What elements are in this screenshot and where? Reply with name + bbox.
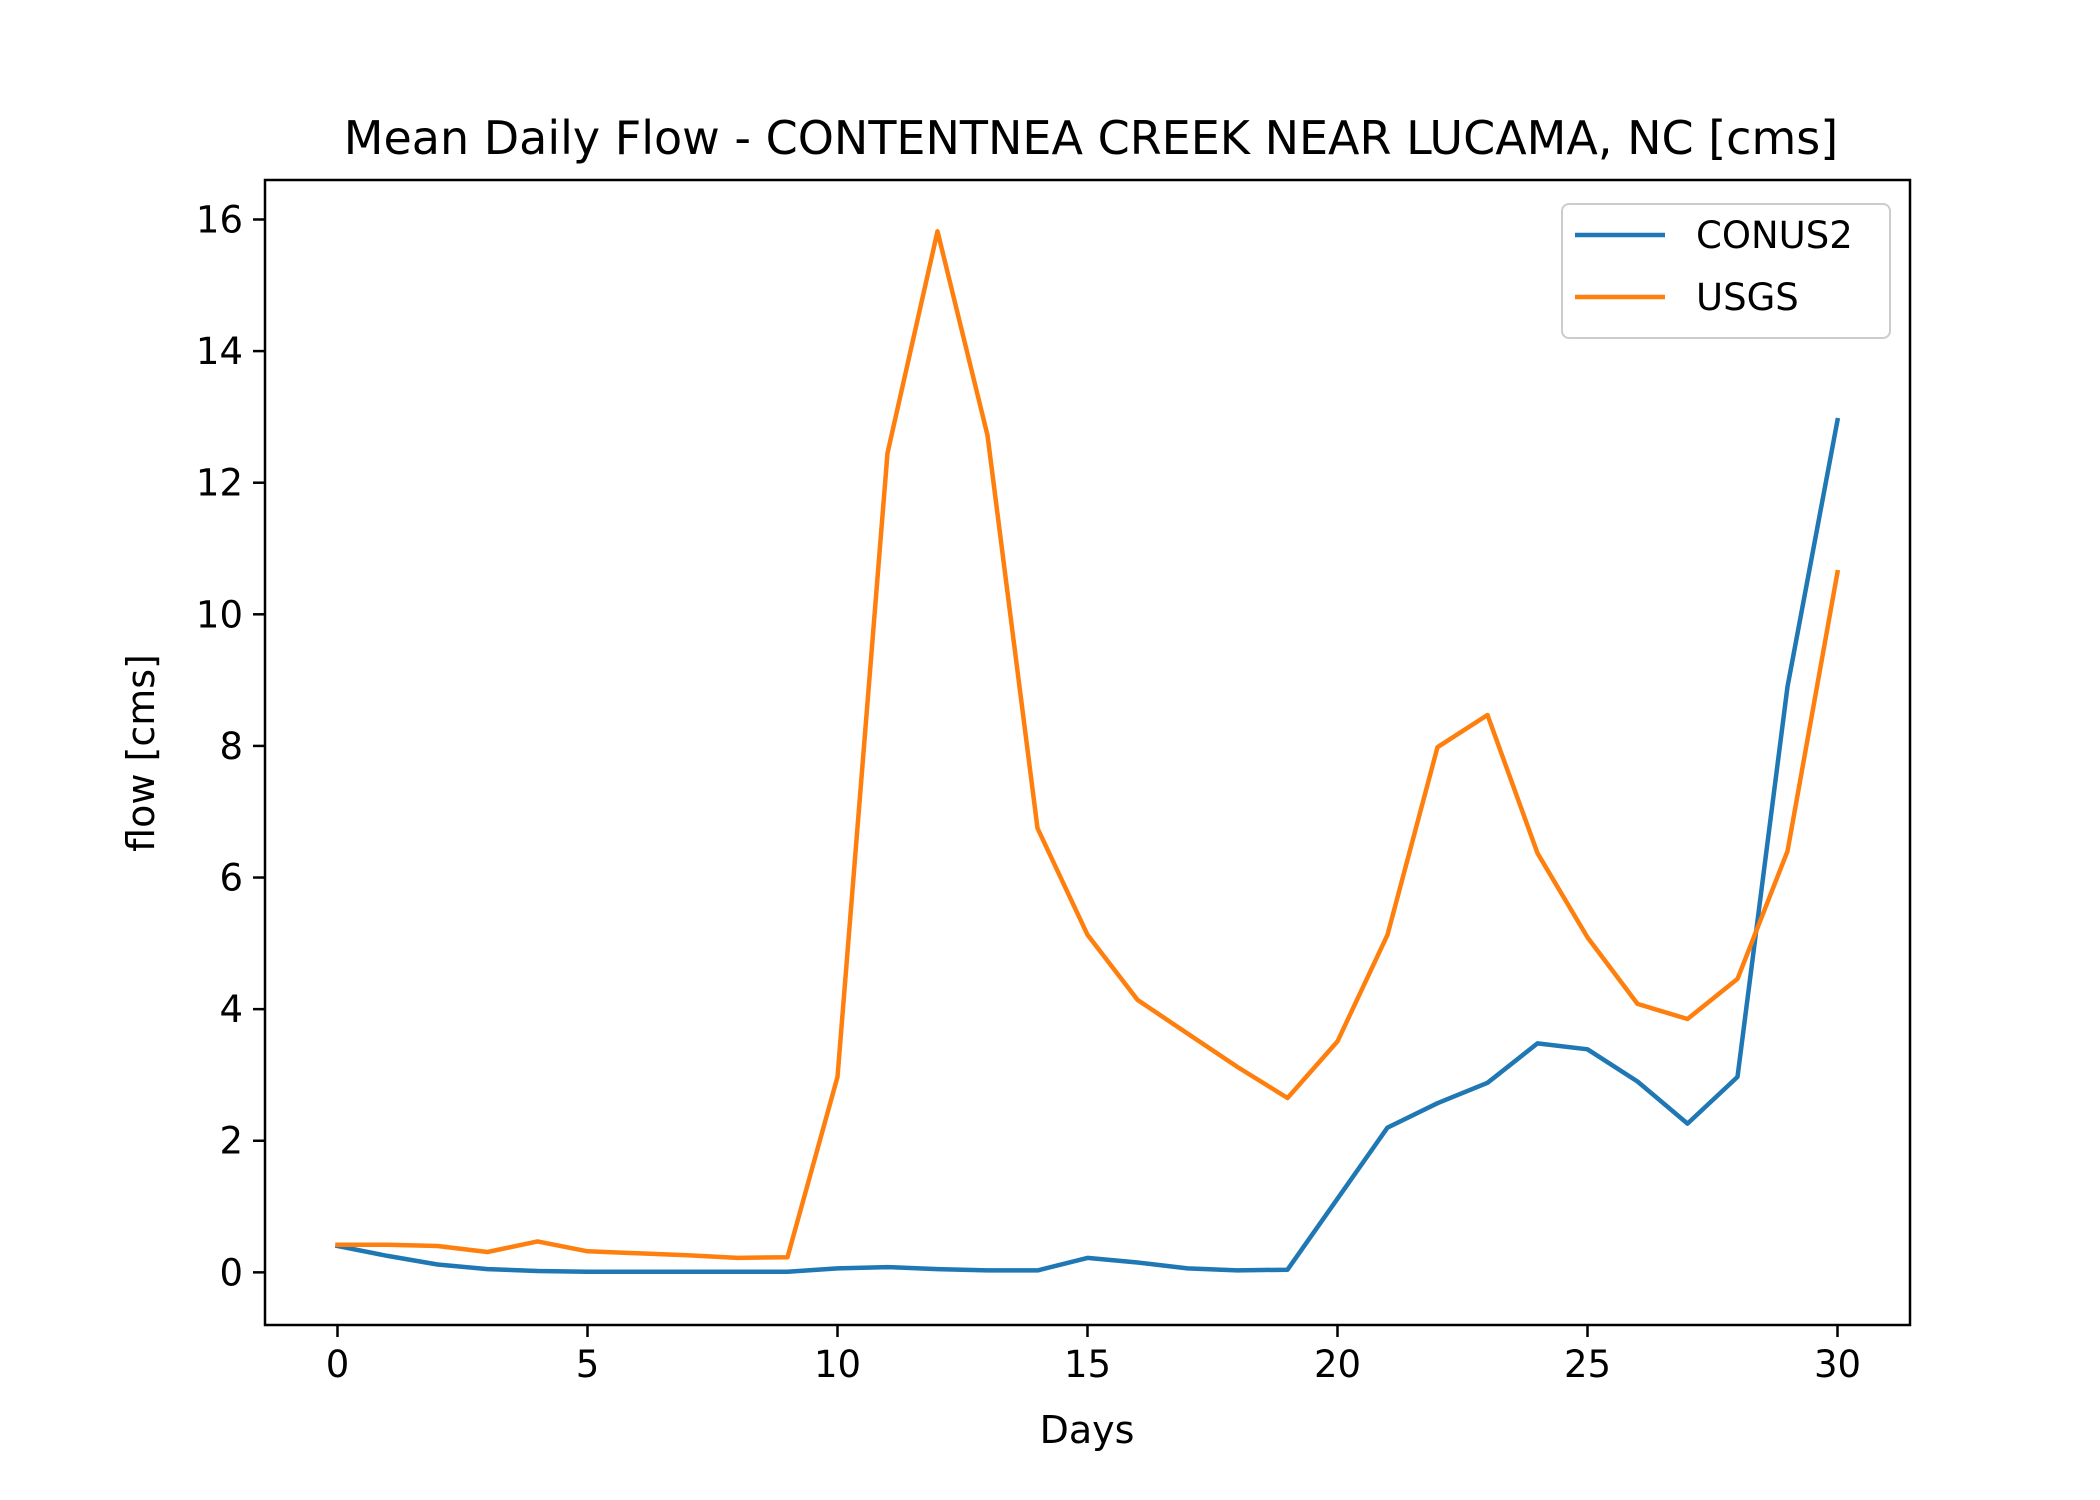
x-tick-label: 20	[1314, 1343, 1361, 1386]
plot-lines	[334, 229, 1841, 1274]
legend-label-conus2: CONUS2	[1696, 214, 1853, 257]
y-tick-label: 0	[219, 1251, 243, 1294]
x-tick-label: 15	[1064, 1343, 1111, 1386]
y-axis: 0 2 4 6 8 10 12 14 16	[196, 198, 265, 1294]
x-tick-label: 0	[326, 1343, 350, 1386]
y-tick-label: 2	[219, 1120, 243, 1163]
y-tick-label: 12	[196, 462, 243, 505]
y-tick-label: 4	[219, 988, 243, 1031]
x-axis: 0 5 10 15 20 25 30	[326, 1325, 1861, 1386]
x-tick-label: 5	[576, 1343, 600, 1386]
series-line-usgs	[335, 229, 1841, 1261]
legend-label-usgs: USGS	[1696, 276, 1799, 319]
y-tick-label: 6	[219, 857, 243, 900]
y-axis-label: flow [cms]	[119, 654, 163, 852]
legend-box	[1561, 203, 1891, 339]
series-line-conus2	[334, 417, 1841, 1274]
y-tick-label: 10	[196, 593, 243, 636]
y-tick-label: 8	[219, 725, 243, 768]
y-tick-label: 14	[196, 330, 243, 373]
x-tick-label: 25	[1564, 1343, 1611, 1386]
x-axis-label: Days	[1040, 1408, 1135, 1452]
y-tick-label: 16	[196, 198, 243, 241]
legend: CONUS2 USGS	[1561, 203, 1891, 339]
chart-title: Mean Daily Flow - CONTENTNEA CREEK NEAR …	[344, 111, 1838, 165]
x-tick-label: 10	[814, 1343, 861, 1386]
x-tick-label: 30	[1814, 1343, 1861, 1386]
